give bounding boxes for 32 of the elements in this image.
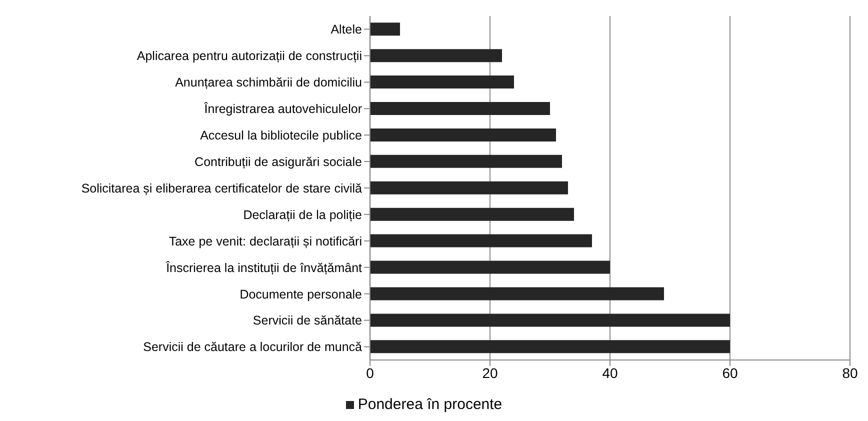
x-tick-label: 60 — [722, 364, 738, 381]
x-tick-label: 40 — [602, 364, 618, 381]
bar — [370, 287, 664, 300]
bar — [370, 234, 592, 248]
bar — [370, 181, 568, 194]
bar — [370, 22, 400, 36]
x-tick-label: 20 — [482, 364, 498, 381]
y-tick-label: Accesul la bibliotecile publice — [200, 128, 362, 143]
bar — [370, 128, 556, 142]
y-tick-label: Înscrierea la instituții de învățământ — [165, 260, 363, 275]
bar — [370, 49, 502, 62]
y-tick-label: Anunțarea schimbării de domiciliu — [175, 76, 362, 90]
bar — [370, 154, 562, 168]
bar — [370, 76, 514, 89]
y-tick-label: Altele — [330, 22, 362, 37]
bar — [370, 340, 730, 354]
bar — [370, 260, 610, 274]
y-tick-label: Taxe pe venit: declarații și notificări — [168, 234, 362, 248]
y-tick-label: Declarații de la poliție — [243, 208, 362, 222]
legend-label: Ponderea în procente — [358, 396, 502, 413]
bar — [370, 208, 574, 221]
y-tick-label: Documente personale — [240, 287, 362, 302]
y-tick-label: Înregistrarea autovehiculelor — [203, 102, 362, 116]
bar — [370, 102, 550, 115]
x-tick-label: 80 — [842, 364, 858, 381]
bar — [370, 314, 730, 327]
y-tick-label: Aplicarea pentru autorizații de construcții — [136, 49, 362, 64]
x-tick-label: 0 — [366, 364, 374, 381]
y-tick-label: Contribuții de asigurări sociale — [194, 154, 362, 169]
y-tick-label: Servicii de căutare a locurilor de muncă — [143, 340, 362, 354]
y-tick-label: Solicitarea și eliberarea certificatelor de stare civilă — [81, 181, 362, 196]
y-tick-label: Servicii de sănătate — [252, 314, 362, 328]
